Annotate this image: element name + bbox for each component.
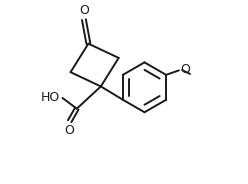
Text: HO: HO: [41, 91, 61, 104]
Text: O: O: [180, 63, 190, 76]
Text: O: O: [79, 4, 89, 17]
Text: O: O: [64, 124, 74, 137]
